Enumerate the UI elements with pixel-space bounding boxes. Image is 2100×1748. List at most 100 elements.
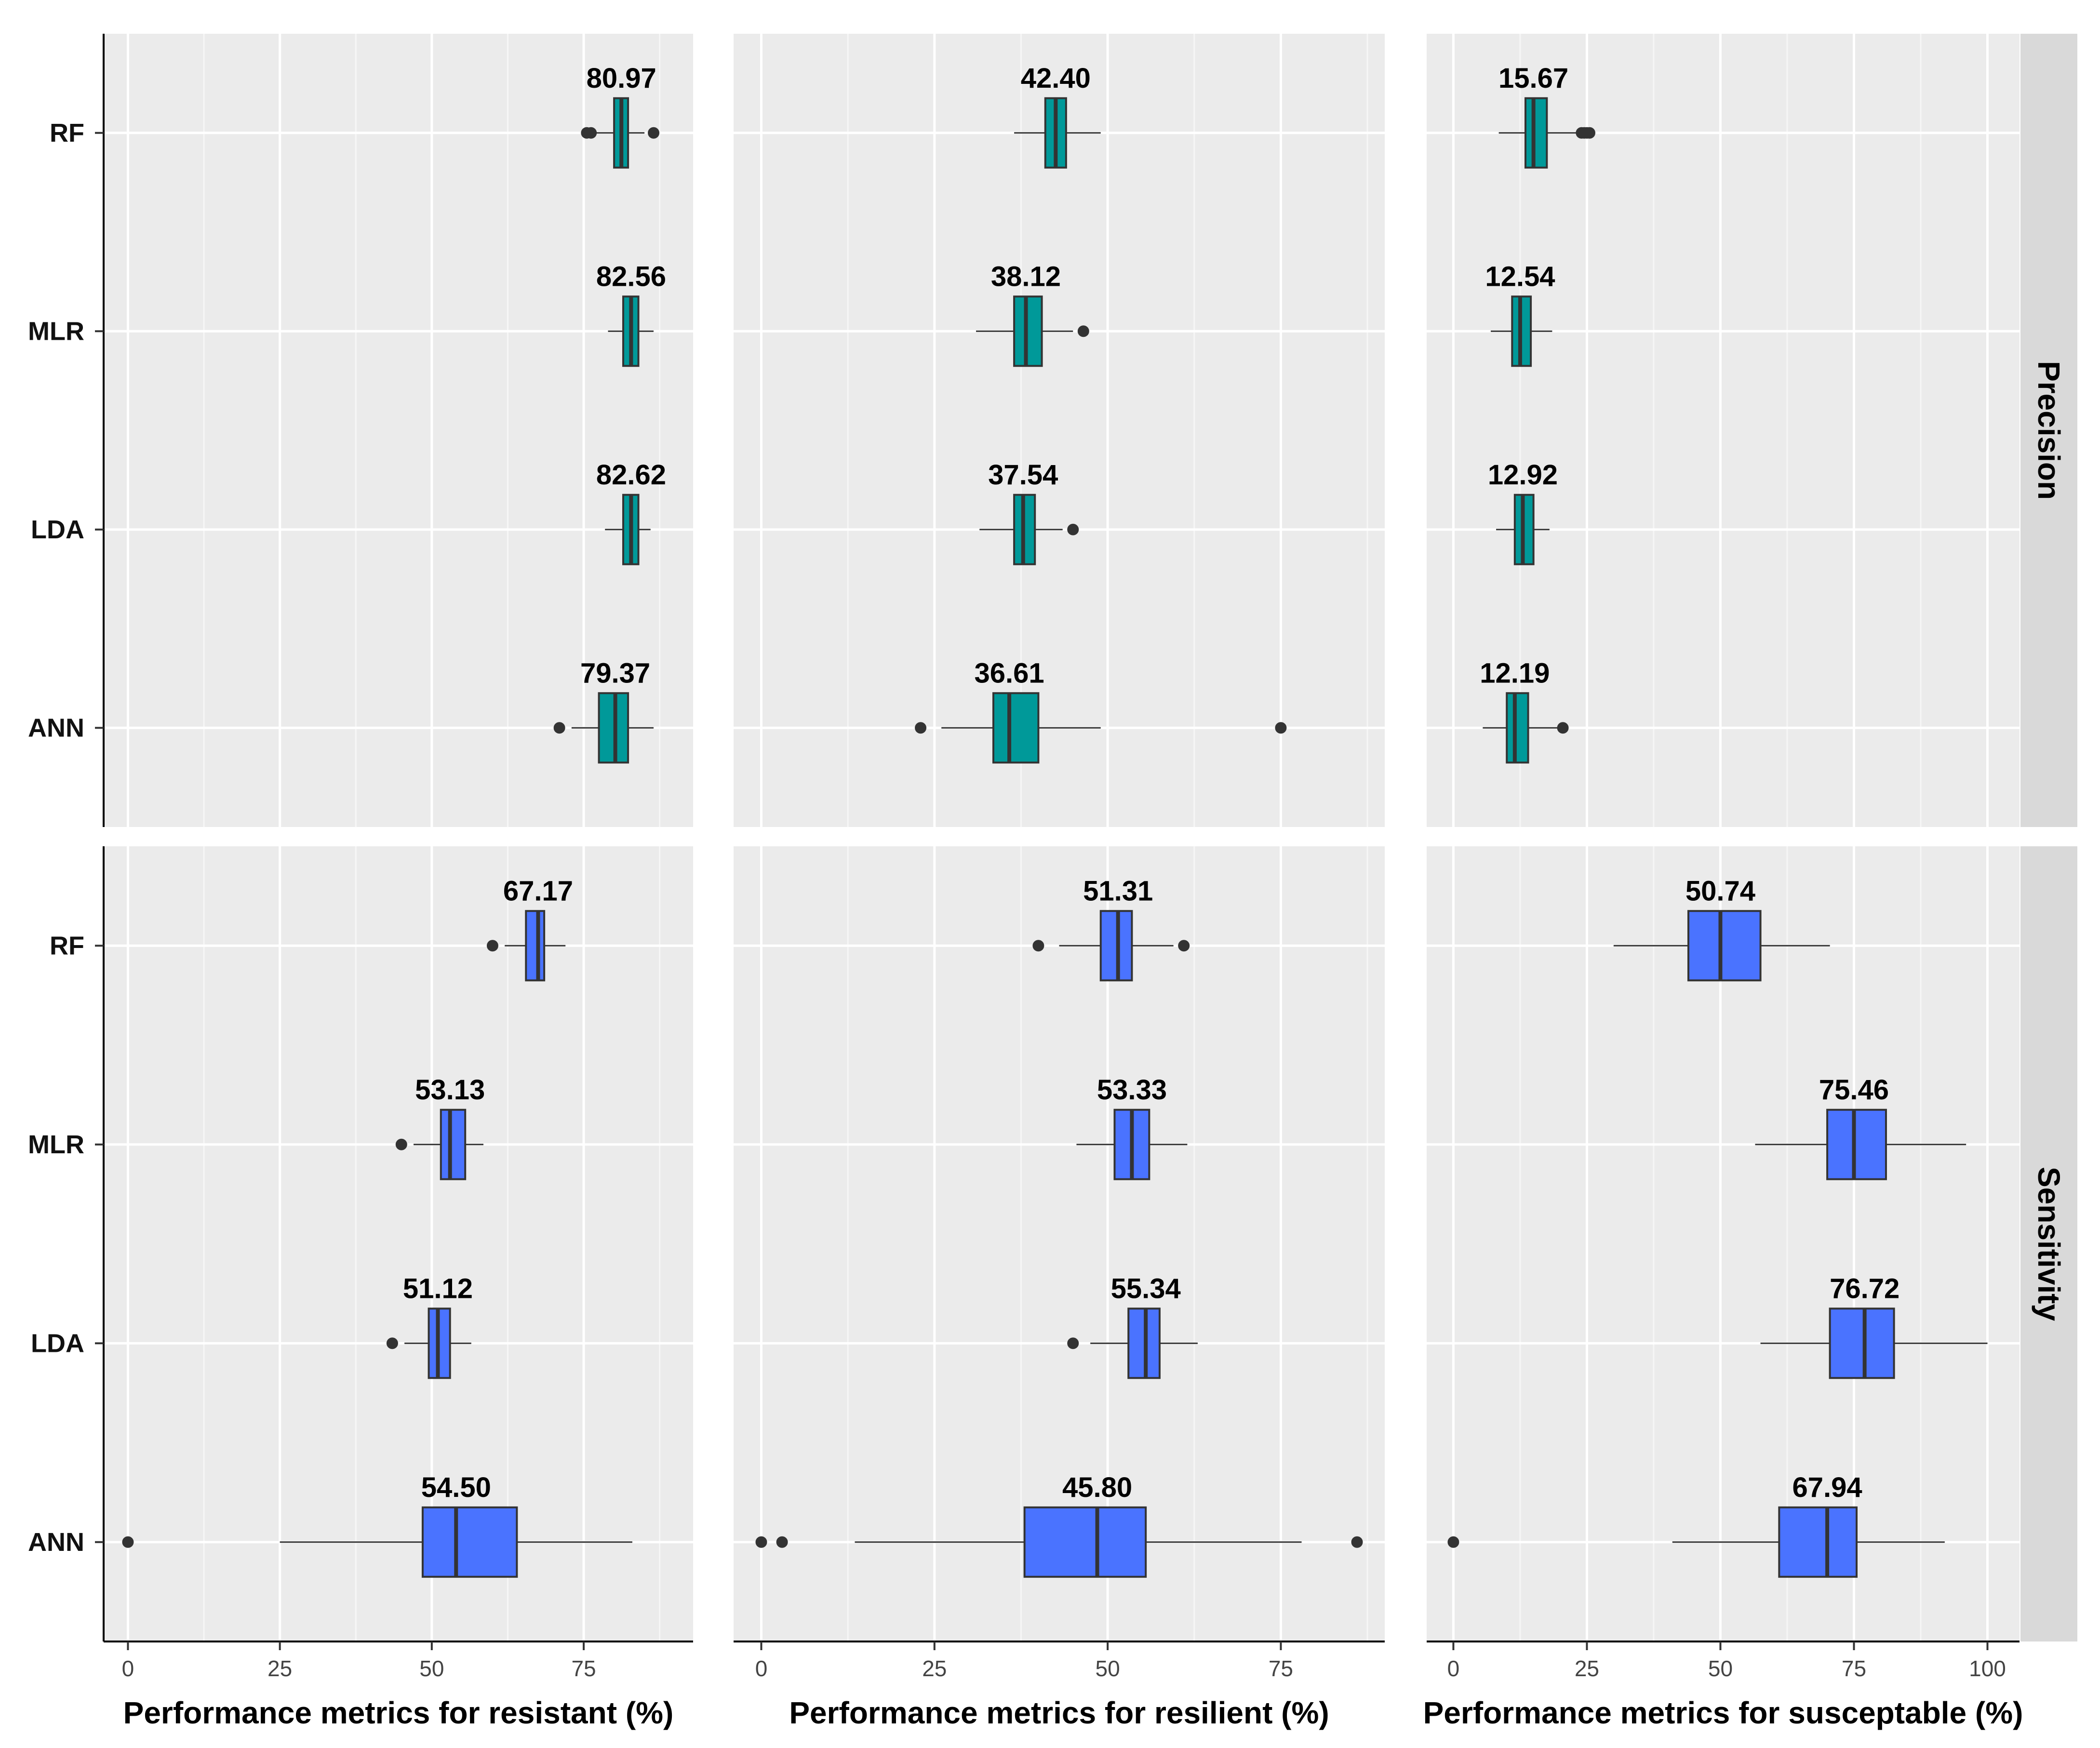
box-mlr: 12.54 [1485,261,1555,367]
x-tick-label: 100 [1969,1656,2006,1681]
box-rf: 15.67 [1498,63,1595,169]
box-lda: 55.34 [1067,1273,1198,1379]
outlier-point [1557,722,1569,734]
box-rf: 50.74 [1613,875,1830,982]
x-axis-title: Performance metrics for resilient (%) [789,1695,1329,1730]
panel-background [104,846,693,1641]
outlier-point [1067,1337,1079,1349]
x-axis-title: Performance metrics for resistant (%) [123,1695,674,1730]
box-iqr [440,1108,467,1180]
x-tick-label: 0 [755,1656,768,1681]
outlier-point [395,1138,407,1150]
box-iqr [1829,1308,1895,1379]
box-rf: 42.40 [1014,63,1101,169]
outlier-point [1032,940,1044,952]
panel-precision-col-2: 42.40 38.12 37.54 36.61 [734,34,1385,827]
box-mlr: 53.13 [395,1074,485,1180]
data-label-rf: 67.17 [503,875,573,907]
box-ann: 67.94 [1447,1472,1945,1578]
box-rf: 67.17 [486,875,573,982]
data-label-ann: 12.19 [1480,657,1550,689]
box-lda: 12.92 [1488,459,1558,565]
box-mlr: 75.46 [1755,1074,1966,1180]
panel-precision-col-3: 15.67 12.54 12.92 12.19 [1427,34,2020,827]
outlier-point [1275,722,1287,734]
box-iqr [992,692,1040,764]
outlier-point [1447,1536,1459,1548]
box-mlr: 82.56 [596,261,666,367]
y-tick-label-lda: LDA [31,515,84,544]
outlier-point [915,722,927,734]
outlier-point [486,940,498,952]
data-label-lda: 37.54 [988,459,1058,491]
outlier-point [553,722,565,734]
outlier-point [1351,1536,1363,1548]
y-tick-label-mlr: MLR [28,317,84,346]
y-tick-label-ann: ANN [28,1528,84,1557]
y-tick-label-rf: RF [50,119,84,147]
outlier-point [1178,940,1190,952]
panel-sensitivity-col-2: 51.31 53.33 55.34 45.80 0 25 50 75 Performance m… [734,846,1385,1730]
y-tick-label-rf: RF [50,931,84,960]
box-iqr [1826,1108,1887,1180]
data-label-ann: 54.50 [421,1472,491,1503]
x-tick-label: 50 [1708,1656,1733,1681]
outlier-point [122,1536,134,1548]
y-tick-label-ann: ANN [28,713,84,742]
outlier-point [755,1536,767,1548]
box-iqr [1506,692,1529,764]
box-lda: 76.72 [1760,1273,1988,1379]
data-label-lda: 12.92 [1488,459,1558,491]
outlier-point [776,1536,788,1548]
box-iqr [421,1506,518,1578]
box-ann: 45.80 [755,1472,1363,1578]
box-mlr: 38.12 [976,261,1089,367]
x-tick-label: 75 [571,1656,596,1681]
y-tick-label-lda: LDA [31,1329,84,1358]
data-label-mlr: 53.13 [415,1074,485,1106]
box-lda: 51.12 [386,1273,473,1379]
panel-background [104,34,693,827]
strip-label: Precision [2032,361,2066,500]
x-tick-label: 75 [1842,1656,1866,1681]
data-label-rf: 51.31 [1083,875,1153,907]
outlier-point [1077,325,1089,337]
box-mlr: 53.33 [1076,1074,1188,1180]
data-label-rf: 15.67 [1498,63,1568,94]
outlier-point [585,127,597,139]
box-iqr [525,910,546,982]
facet-strip-precision: Precision [2020,34,2077,827]
data-label-lda: 55.34 [1111,1273,1181,1304]
box-ann: 54.50 [122,1472,632,1578]
data-label-mlr: 38.12 [991,261,1061,292]
data-label-mlr: 75.46 [1819,1074,1889,1106]
box-iqr [1013,295,1043,367]
data-label-mlr: 82.56 [596,261,666,292]
box-lda: 37.54 [979,459,1079,565]
x-tick-label: 50 [1096,1656,1120,1681]
panel-sensitivity-col-1: RF MLR LDA ANN 67.17 53.13 51.12 54.50 0 25 50 75 Pe… [28,846,693,1730]
box-iqr [1023,1506,1147,1578]
box-iqr [1525,97,1548,169]
box-rf: 80.97 [581,63,660,169]
box-ann: 36.61 [915,657,1287,764]
data-label-ann: 79.37 [580,657,650,689]
data-label-rf: 80.97 [587,63,656,94]
x-tick-label: 75 [1269,1656,1293,1681]
panel-sensitivity-col-3: 50.74 75.46 76.72 67.94 0 25 50 75 100 Performanc… [1423,846,2023,1730]
data-label-lda: 51.12 [403,1273,473,1304]
box-rf: 51.31 [1032,875,1190,982]
x-tick-label: 25 [922,1656,947,1681]
data-label-rf: 42.40 [1021,63,1091,94]
data-label-ann: 36.61 [974,657,1044,689]
box-iqr [1778,1506,1858,1578]
box-lda: 82.62 [596,459,666,565]
box-ann: 79.37 [553,657,654,764]
data-label-ann: 67.94 [1792,1472,1862,1503]
box-ann: 12.19 [1480,657,1569,764]
outlier-point [648,127,660,139]
strip-background [2020,34,2077,827]
box-iqr [1687,910,1762,982]
data-label-lda: 82.62 [596,459,666,491]
